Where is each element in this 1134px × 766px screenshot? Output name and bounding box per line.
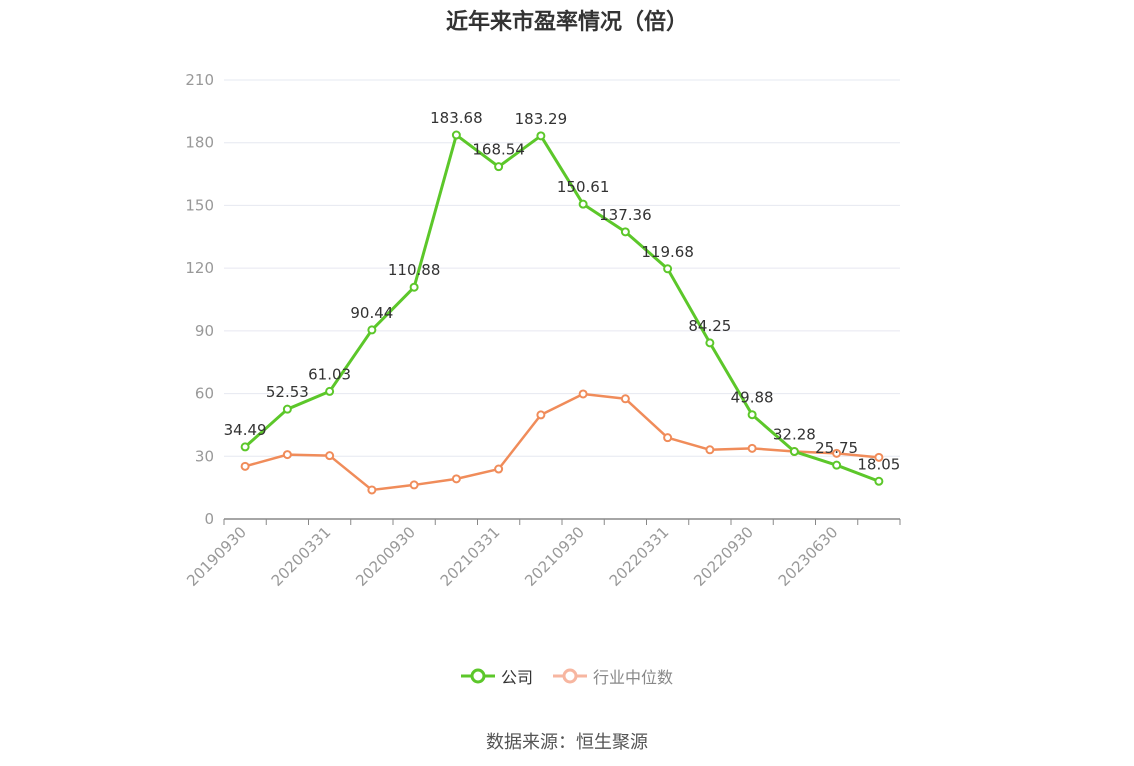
company-point bbox=[663, 264, 673, 274]
company-data-label: 84.25 bbox=[688, 317, 731, 335]
industry-point bbox=[536, 410, 546, 420]
industry-line bbox=[244, 392, 879, 492]
grid-layer bbox=[224, 79, 900, 457]
data-source: 数据来源：恒生聚源 bbox=[486, 732, 648, 753]
company-data-label: 183.68 bbox=[430, 109, 483, 127]
chart-title: 近年来市盈率情况（倍） bbox=[445, 10, 688, 35]
x-tick-label: 20210331 bbox=[437, 523, 504, 590]
y-tick-label: 150 bbox=[185, 196, 214, 214]
company-point bbox=[282, 404, 292, 414]
y-tick-label: 210 bbox=[185, 71, 214, 89]
industry-point bbox=[240, 461, 250, 471]
industry-point bbox=[832, 448, 842, 458]
company-legend-icon bbox=[460, 668, 495, 684]
x-tick-label: 20200331 bbox=[268, 523, 335, 590]
company-point bbox=[705, 338, 715, 348]
company-data-label: 168.54 bbox=[472, 141, 525, 159]
company-data-label: 150.61 bbox=[557, 178, 610, 196]
company-point bbox=[240, 442, 250, 452]
y-tick-label: 180 bbox=[185, 134, 214, 152]
x-tick-label: 20220930 bbox=[690, 523, 757, 590]
company-line bbox=[244, 133, 880, 483]
x-tick-label: 20210930 bbox=[521, 523, 588, 590]
company-point bbox=[747, 410, 757, 420]
company-point bbox=[494, 162, 504, 172]
company-data-label: 49.88 bbox=[731, 389, 774, 407]
industry-point bbox=[663, 433, 673, 443]
industry-point bbox=[494, 464, 504, 474]
y-tick-label: 60 bbox=[195, 385, 214, 403]
industry-point bbox=[747, 443, 757, 453]
company-point bbox=[409, 282, 419, 292]
industry-point bbox=[282, 450, 292, 460]
company-point bbox=[832, 460, 842, 470]
legend-label-company: 公司 bbox=[500, 668, 533, 687]
industry-point bbox=[409, 480, 419, 490]
company-data-label: 110.88 bbox=[388, 261, 441, 279]
y-tick-label: 0 bbox=[204, 510, 214, 528]
x-tick-label: 20220331 bbox=[606, 523, 673, 590]
industry-point bbox=[367, 485, 377, 495]
company-data-label: 25.75 bbox=[815, 439, 858, 457]
company-data-label: 34.49 bbox=[224, 421, 267, 439]
company-point bbox=[789, 447, 799, 457]
company-point bbox=[536, 131, 546, 141]
y-tick-label: 90 bbox=[195, 322, 214, 340]
company-point bbox=[451, 130, 461, 140]
industry-point bbox=[620, 394, 630, 404]
company-data-label: 18.05 bbox=[857, 455, 900, 473]
company-point bbox=[874, 476, 884, 486]
company-data-label: 32.28 bbox=[773, 426, 816, 444]
y-tick-label: 120 bbox=[185, 259, 214, 277]
company-point bbox=[578, 199, 588, 209]
x-tick-label: 20200930 bbox=[352, 523, 419, 590]
company-data-label: 183.29 bbox=[515, 110, 568, 128]
legend-item-industry[interactable]: 行业中位数 bbox=[553, 664, 673, 688]
company-data-label: 137.36 bbox=[599, 206, 652, 224]
series-layer bbox=[240, 130, 884, 495]
y-tick-label: 30 bbox=[195, 447, 214, 465]
industry-point bbox=[578, 389, 588, 399]
industry-legend-icon bbox=[553, 668, 587, 684]
industry-point bbox=[705, 445, 715, 455]
company-point bbox=[325, 386, 335, 396]
x-tick-label: 20190930 bbox=[183, 523, 250, 590]
industry-point bbox=[451, 474, 461, 484]
company-point bbox=[620, 227, 630, 237]
line-chart: 0 30 60 90 120 150 180 210 20190930 20200331 20200… bbox=[183, 71, 901, 590]
industry-point bbox=[325, 451, 335, 461]
legend-item-company[interactable]: 公司 bbox=[460, 664, 533, 688]
company-data-label: 119.68 bbox=[641, 243, 694, 261]
legend-label-industry: 行业中位数 bbox=[593, 668, 674, 687]
company-point bbox=[367, 325, 377, 335]
company-data-label: 52.53 bbox=[266, 383, 309, 401]
company-data-label: 61.03 bbox=[308, 365, 351, 383]
legend: 公司 行业中位数 bbox=[0, 664, 1134, 688]
x-tick-label: 20230630 bbox=[775, 523, 842, 590]
company-data-label: 90.44 bbox=[350, 304, 393, 322]
industry-point bbox=[874, 452, 884, 462]
